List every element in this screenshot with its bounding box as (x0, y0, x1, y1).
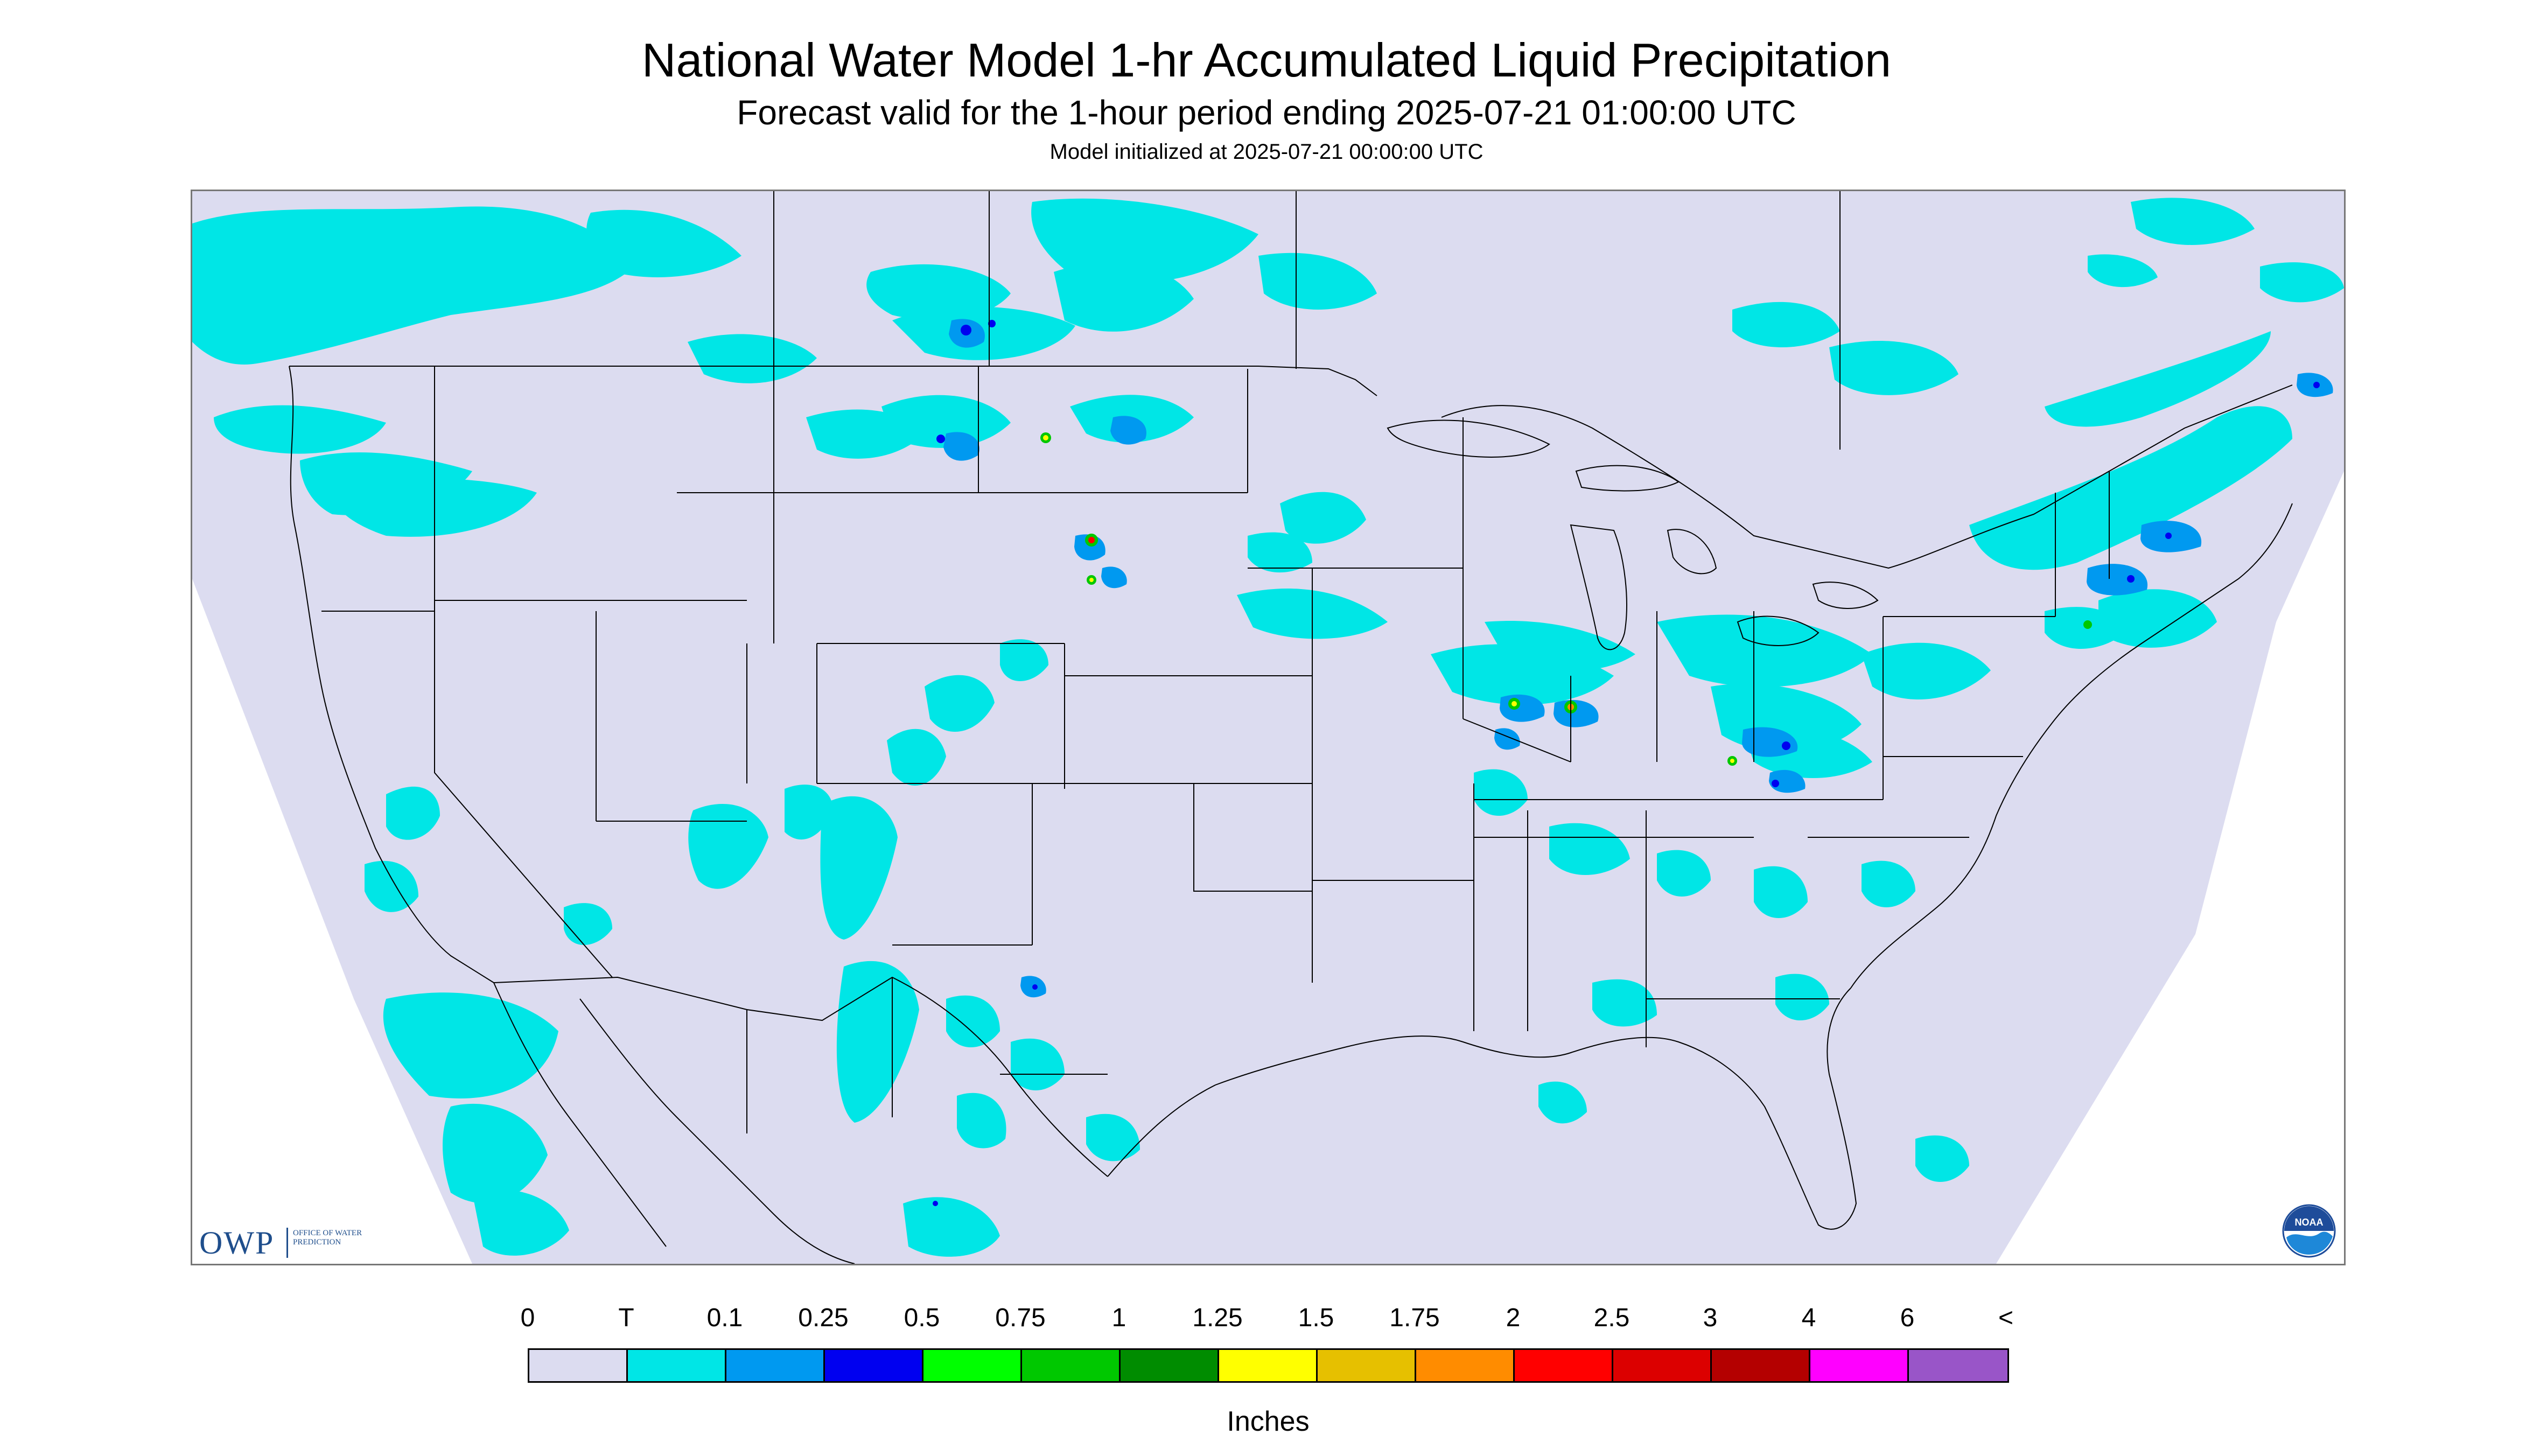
map-title: National Water Model 1-hr Accumulated Li… (641, 33, 1892, 87)
legend-swatch (1416, 1350, 1515, 1381)
legend-swatch (923, 1350, 1022, 1381)
legend-tick-label: 2 (1506, 1304, 1521, 1332)
model-domain (192, 191, 2344, 1264)
forecast-valid-subtitle: Forecast valid for the 1-hour period end… (737, 93, 1796, 132)
owp-logo-divider (286, 1228, 288, 1258)
owp-logo-name: Office of Water Prediction (293, 1229, 362, 1247)
precip-heavy-cells (933, 320, 2320, 1206)
owp-logo-letters: OWP (199, 1225, 275, 1261)
map-boundaries (289, 191, 2293, 1264)
legend-tick-label: 0.25 (798, 1304, 849, 1332)
legend-tick-label: 6 (1900, 1304, 1915, 1332)
legend-swatch (1712, 1350, 1810, 1381)
legend-swatch (1022, 1350, 1121, 1381)
legend-swatch (1515, 1350, 1613, 1381)
map-canvas (192, 191, 2344, 1264)
legend-tick-label: 0.5 (904, 1304, 940, 1332)
legend-swatch (1810, 1350, 1909, 1381)
legend-tick-label: 1 (1111, 1304, 1126, 1332)
legend-tick-label: 1.75 (1389, 1304, 1440, 1332)
precipitation-map (191, 190, 2346, 1265)
legend-swatch (628, 1350, 726, 1381)
legend-swatch (726, 1350, 825, 1381)
precipitation-legend: 0 T 0.1 0.25 0.5 0.75 1 1.25 1.5 1.75 2 2.5 3 4 6 < Inc… (521, 1292, 2013, 1443)
legend-swatch (1219, 1350, 1318, 1381)
legend-color-bar (528, 1348, 2009, 1383)
legend-swatch (1909, 1350, 2007, 1381)
precip-trace-areas (192, 198, 2344, 1257)
legend-tick-label: 3 (1703, 1304, 1718, 1332)
legend-tick-label: 0 (520, 1304, 535, 1332)
noaa-logo: NOAA (2282, 1204, 2336, 1258)
legend-swatch (825, 1350, 923, 1381)
legend-swatch (1121, 1350, 1219, 1381)
legend-tick-label: 2.5 (1593, 1304, 1630, 1332)
legend-tick-label: 1.5 (1298, 1304, 1334, 1332)
legend-tick-label: 4 (1801, 1304, 1816, 1332)
legend-units-label: Inches (1227, 1406, 1310, 1437)
legend-swatch (1613, 1350, 1712, 1381)
legend-tick-label: 0.1 (706, 1304, 743, 1332)
legend-tick-label: < (1998, 1304, 2014, 1332)
legend-tick-label: 1.25 (1192, 1304, 1243, 1332)
legend-tick-label: T (618, 1304, 634, 1332)
owp-logo: OWP Office of Water Prediction (199, 1223, 382, 1261)
legend-swatch (1318, 1350, 1416, 1381)
legend-swatch (529, 1350, 628, 1381)
model-initialized-note: Model initialized at 2025-07-21 00:00:00… (1049, 140, 1484, 164)
legend-tick-label: 0.75 (995, 1304, 1046, 1332)
noaa-logo-text: NOAA (2295, 1217, 2324, 1228)
